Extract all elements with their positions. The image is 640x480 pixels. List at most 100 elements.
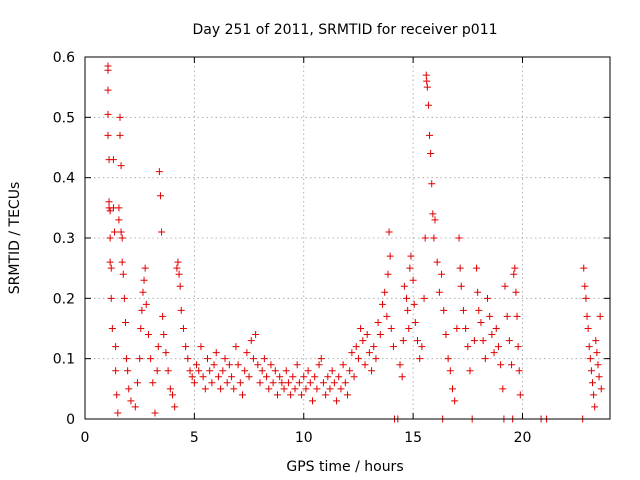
data-point [289, 373, 297, 381]
data-point [405, 325, 413, 332]
data-point [326, 385, 334, 393]
data-point [300, 373, 308, 381]
data-point [109, 156, 117, 164]
data-point [444, 355, 452, 363]
data-point [158, 228, 166, 236]
data-point [206, 367, 214, 375]
data-point [214, 373, 222, 381]
data-point [269, 379, 277, 387]
y-tick-labels: 0 0.1 0.2 0.3 0.4 0.5 0.6 [53, 50, 75, 428]
data-point [386, 252, 394, 260]
data-point [247, 337, 255, 345]
data-point [406, 264, 414, 272]
data-point [490, 349, 498, 357]
data-point [131, 403, 139, 411]
data-point [429, 210, 437, 218]
data-point [309, 397, 316, 405]
data-point [431, 216, 439, 224]
data-point [104, 131, 112, 139]
data-point [414, 337, 421, 345]
data-point [473, 264, 481, 272]
data-point [156, 192, 164, 200]
data-point [453, 325, 461, 332]
data-point [515, 367, 523, 375]
x-tick-labels: 0 5 10 15 20 [81, 430, 532, 446]
data-point [582, 294, 590, 302]
data-point [174, 258, 182, 266]
data-point [477, 318, 485, 326]
data-point [494, 343, 502, 351]
data-point [591, 403, 599, 411]
data-point [241, 367, 249, 375]
data-point [333, 397, 341, 405]
data-point [511, 264, 519, 272]
data-point [423, 83, 431, 91]
data-point [298, 391, 306, 399]
data-point [142, 300, 150, 308]
x-axis-label: GPS time / hours [286, 459, 403, 475]
data-point [387, 325, 395, 332]
data-point [337, 385, 345, 393]
axis-ticks [84, 56, 610, 420]
data-point [328, 367, 336, 375]
y-axis-label: SRMTID / TECUs [7, 182, 23, 295]
data-point [339, 361, 347, 369]
data-point [230, 385, 238, 393]
data-point [276, 373, 284, 381]
data-point [379, 300, 386, 308]
data-points [104, 62, 605, 423]
data-point [416, 355, 424, 363]
data-point [249, 355, 257, 363]
data-point [182, 343, 190, 351]
data-point [265, 385, 273, 393]
data-point [208, 379, 216, 387]
data-point [263, 373, 271, 381]
data-point [199, 373, 207, 381]
data-point [422, 71, 430, 79]
data-point [486, 312, 494, 320]
data-point [217, 385, 225, 393]
data-point [359, 337, 367, 345]
data-point [256, 379, 264, 387]
data-point [136, 355, 144, 363]
x-tick-label: 10 [295, 430, 313, 446]
data-point [197, 343, 205, 351]
data-point [119, 270, 127, 278]
data-point [584, 325, 592, 332]
data-point [104, 86, 112, 94]
grid-lines [84, 56, 610, 420]
data-point [361, 361, 369, 369]
y-tick-label: 0.4 [53, 171, 75, 187]
data-point [169, 391, 176, 399]
y-tick-label: 0.2 [53, 291, 75, 307]
data-point [134, 379, 141, 387]
data-point [344, 391, 351, 399]
data-point [267, 361, 275, 369]
data-point [396, 361, 404, 369]
data-point [260, 355, 268, 363]
data-point [105, 198, 113, 206]
data-point [201, 385, 209, 393]
data-point [138, 306, 146, 314]
data-point [232, 343, 240, 351]
data-point [433, 258, 441, 266]
data-point [488, 331, 496, 339]
data-point [177, 306, 185, 314]
data-point [141, 264, 149, 272]
data-point [254, 361, 262, 369]
data-point [313, 385, 321, 393]
data-point [464, 343, 472, 351]
data-point [466, 367, 474, 375]
data-point [295, 379, 303, 387]
data-point [219, 367, 227, 375]
data-point [118, 258, 126, 266]
data-point [363, 331, 371, 339]
data-point [293, 361, 301, 369]
data-point [585, 343, 593, 351]
data-point [204, 355, 211, 363]
y-tick-label: 0.5 [53, 110, 75, 126]
data-point [302, 385, 310, 393]
data-point [370, 343, 378, 351]
data-point [195, 367, 203, 375]
data-point [188, 373, 196, 381]
